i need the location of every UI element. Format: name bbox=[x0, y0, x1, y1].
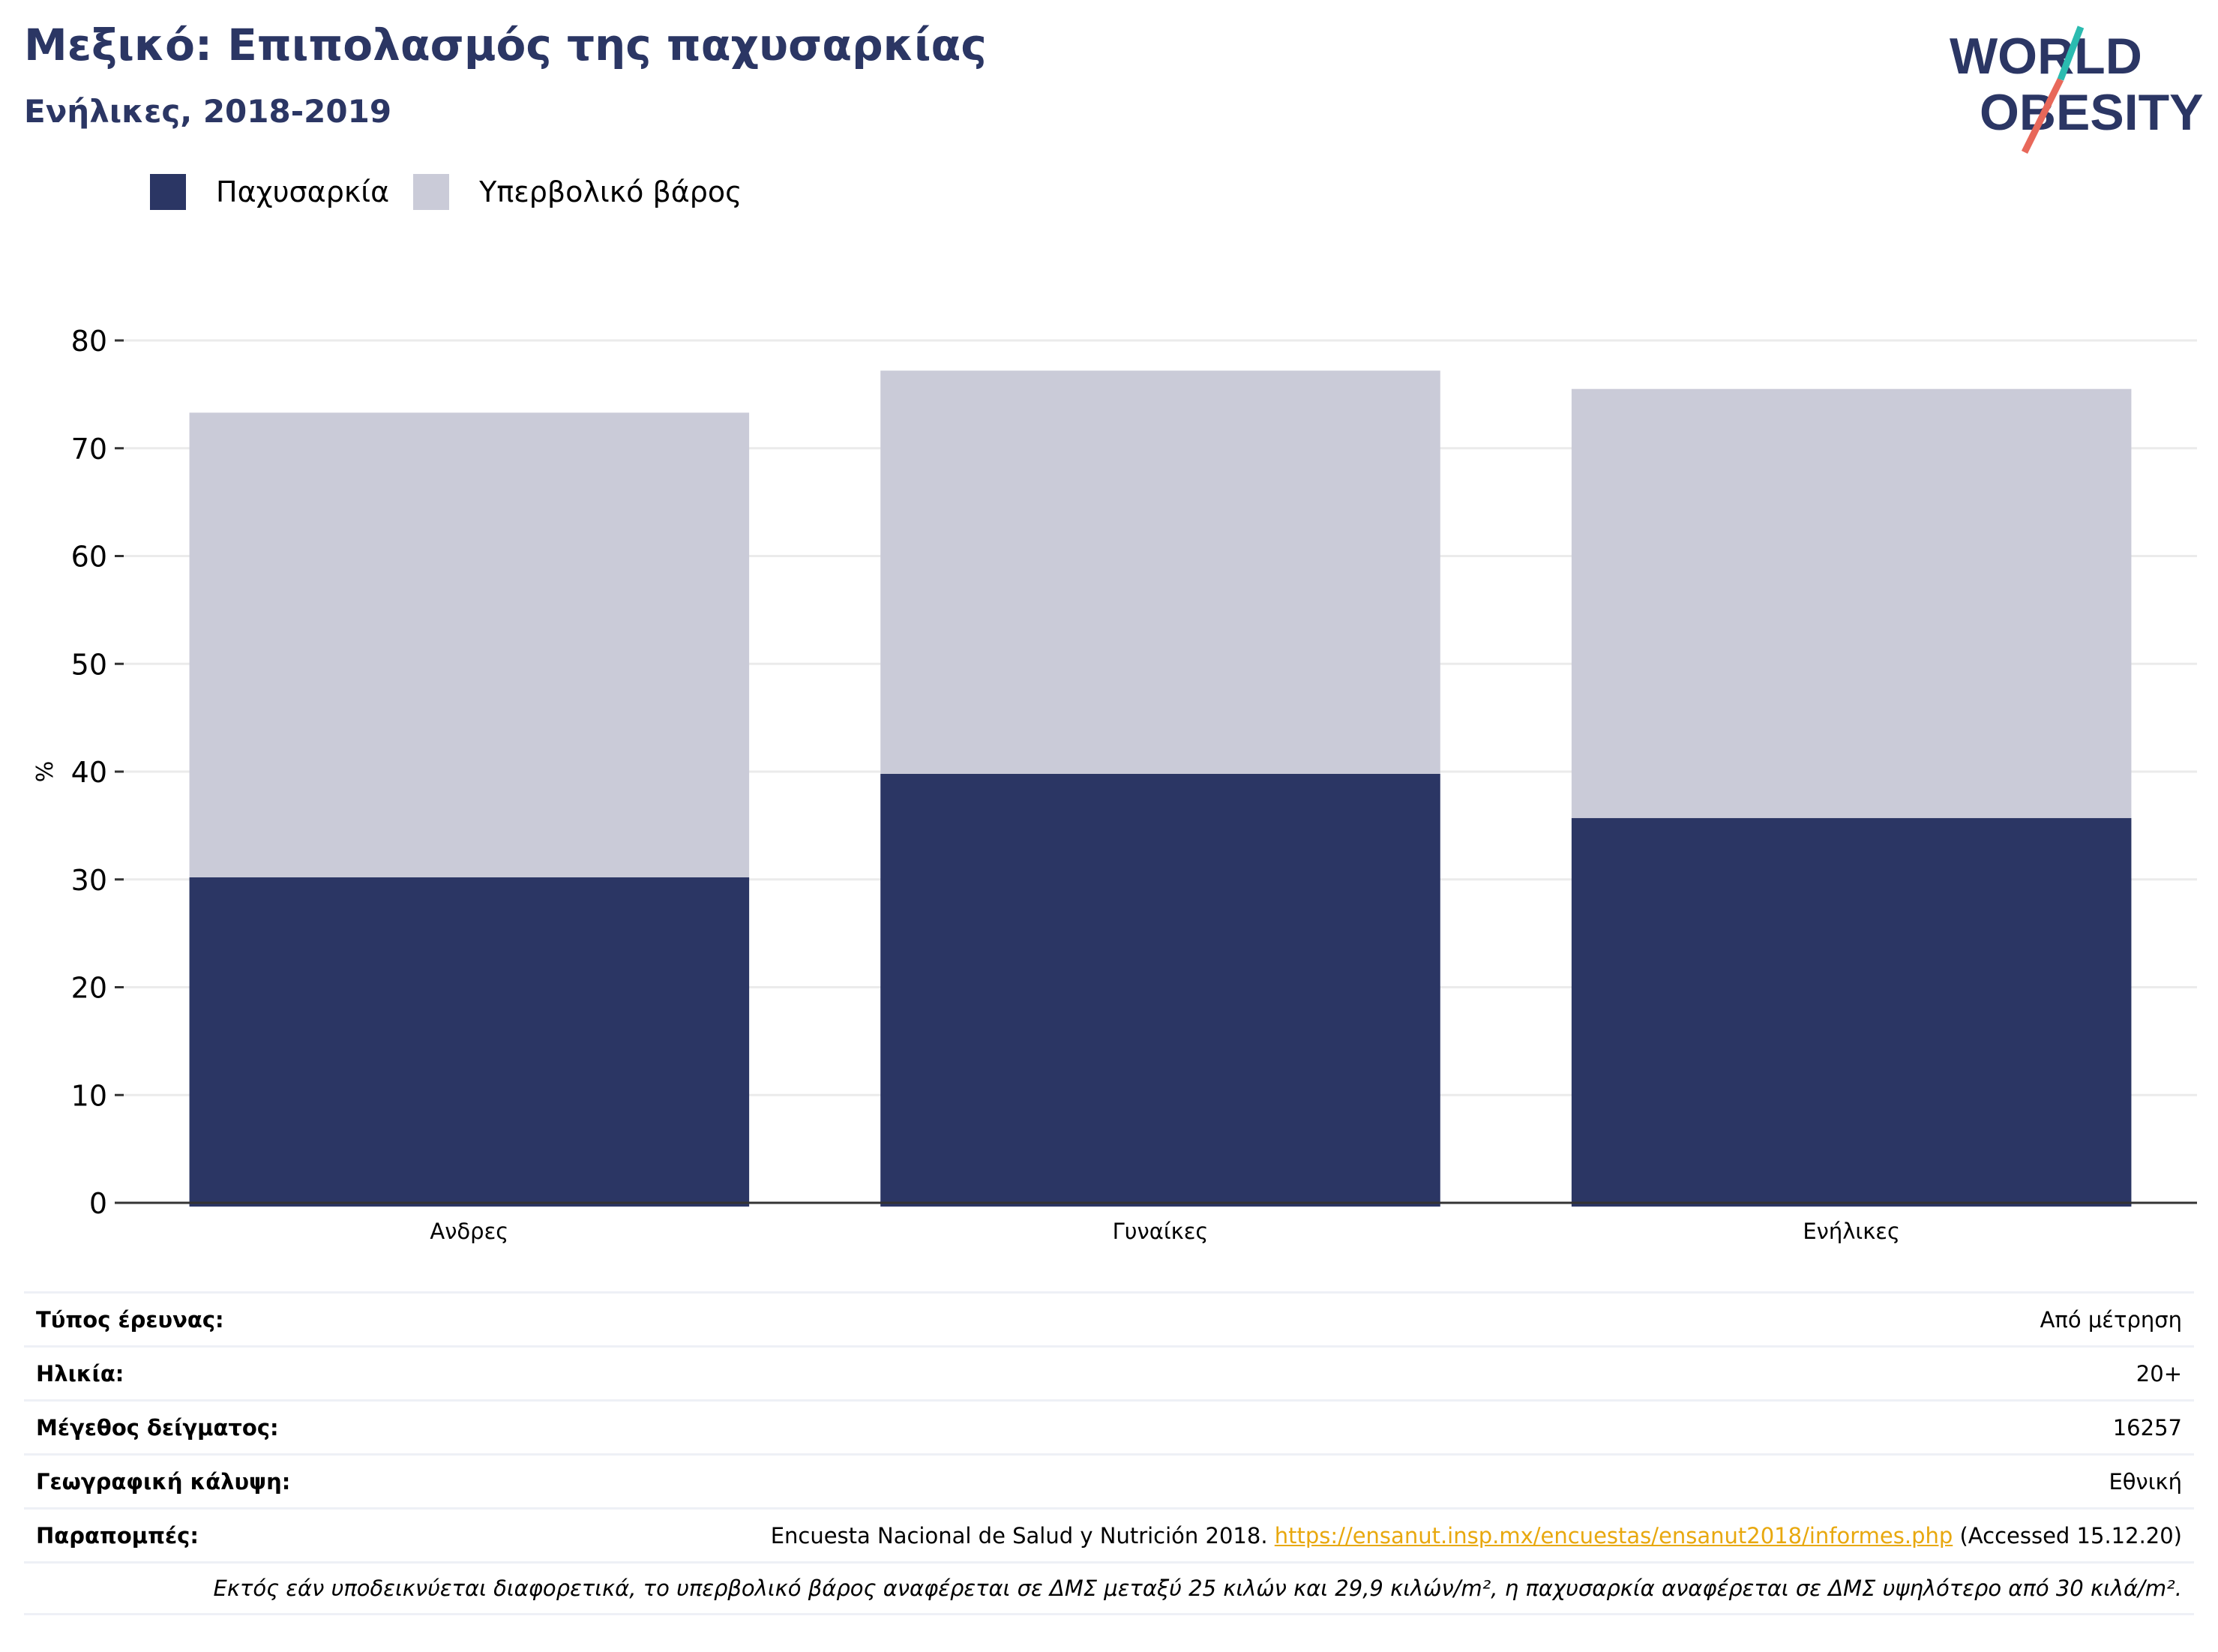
svg-text:OBESITY: OBESITY bbox=[1980, 84, 2204, 141]
chart-title: Μεξικό: Επιπολασμός της παχυσαρκίας bbox=[24, 19, 987, 70]
legend-label-overweight: Υπερβολικό βάρος bbox=[479, 175, 742, 208]
info-row-survey-type: Τύπος έρευνας: Από μέτρηση bbox=[24, 1291, 2194, 1345]
definition-note: Εκτός εάν υποδεικνύεται διαφορετικά, το … bbox=[24, 1561, 2194, 1615]
y-tick-label: 50 bbox=[71, 648, 107, 681]
info-row-age: Ηλικία: 20+ bbox=[24, 1345, 2194, 1399]
bar-overweight bbox=[880, 370, 1440, 774]
info-value: 20+ bbox=[2136, 1360, 2182, 1387]
info-row-references: Παραπομπές: Encuesta Nacional de Salud y… bbox=[24, 1507, 2194, 1561]
y-axis-label: % bbox=[32, 761, 58, 783]
references-text: Encuesta Nacional de Salud y Nutrición 2… bbox=[770, 1522, 1268, 1549]
x-tick-label: Ενήλικες bbox=[1803, 1219, 1900, 1244]
legend-item-obesity: Παχυσαρκία bbox=[150, 174, 389, 210]
y-tick-label: 30 bbox=[71, 864, 107, 897]
legend-label-obesity: Παχυσαρκία bbox=[216, 175, 390, 208]
y-tick-label: 80 bbox=[71, 325, 107, 358]
y-tick-label: 10 bbox=[71, 1079, 107, 1112]
y-tick-label: 20 bbox=[71, 972, 107, 1005]
info-label: Ηλικία: bbox=[36, 1360, 124, 1387]
legend-swatch-obesity bbox=[150, 174, 186, 210]
svg-text:WORLD: WORLD bbox=[1950, 28, 2142, 85]
world-obesity-logo: WORLD OBESITY bbox=[1950, 25, 2204, 154]
x-tick-label: Ανδρες bbox=[430, 1219, 508, 1244]
x-tick-label: Γυναίκες bbox=[1113, 1219, 1209, 1244]
bar-obesity bbox=[189, 877, 750, 1207]
info-value: 16257 bbox=[2112, 1414, 2182, 1441]
info-label: Γεωγραφική κάλυψη: bbox=[36, 1468, 291, 1495]
bar-overweight bbox=[189, 412, 750, 877]
references-link[interactable]: https://ensanut.insp.mx/encuestas/ensanu… bbox=[1274, 1522, 1953, 1549]
chart-legend: Παχυσαρκία Υπερβολικό βάρος bbox=[150, 174, 766, 210]
info-row-sample-size: Μέγεθος δείγματος: 16257 bbox=[24, 1399, 2194, 1453]
bar-obesity bbox=[1571, 817, 2132, 1207]
info-label: Παραπομπές: bbox=[36, 1522, 199, 1549]
y-tick-label: 40 bbox=[71, 756, 107, 789]
survey-info-table: Τύπος έρευνας: Από μέτρηση Ηλικία: 20+ Μ… bbox=[24, 1291, 2194, 1615]
stacked-bar-chart: 0 10 20 30 40 50 60 70 80% Ανδρες Γυναίκες Ενήλικες bbox=[32, 325, 2197, 1244]
info-row-coverage: Γεωγραφική κάλυψη: Εθνική bbox=[24, 1453, 2194, 1507]
chart-subtitle: Ενήλικες, 2018-2019 bbox=[24, 93, 392, 130]
y-tick-label: 60 bbox=[71, 541, 107, 574]
references-accessed: (Accessed 15.12.20) bbox=[1959, 1522, 2182, 1549]
info-value: Από μέτρηση bbox=[2040, 1306, 2182, 1333]
bar-overweight bbox=[1571, 388, 2132, 818]
info-label: Μέγεθος δείγματος: bbox=[36, 1414, 279, 1441]
info-label: Τύπος έρευνας: bbox=[36, 1306, 224, 1333]
legend-swatch-overweight bbox=[413, 174, 450, 210]
references-value: Encuesta Nacional de Salud y Nutrición 2… bbox=[771, 1523, 2182, 1549]
y-tick-label: 70 bbox=[71, 433, 107, 466]
legend-item-overweight: Υπερβολικό βάρος bbox=[413, 174, 742, 210]
bar-obesity bbox=[880, 773, 1440, 1207]
info-value: Εθνική bbox=[2109, 1468, 2182, 1495]
y-tick-label: 0 bbox=[89, 1187, 107, 1220]
